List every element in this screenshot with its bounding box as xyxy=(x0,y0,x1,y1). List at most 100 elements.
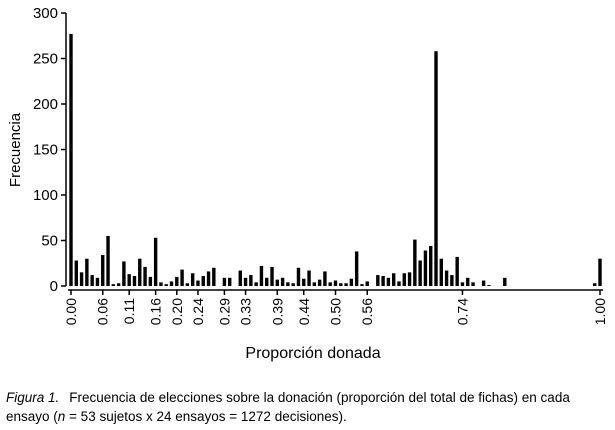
bar xyxy=(228,277,232,286)
bar xyxy=(90,275,94,286)
x-tick-label: 0.00 xyxy=(63,298,79,325)
bar xyxy=(466,277,470,286)
bar xyxy=(212,267,216,286)
bar xyxy=(302,278,306,286)
bar xyxy=(201,275,205,286)
caption-text-part1: Frecuencia de elecciones sobre la donaci… xyxy=(6,390,570,424)
bar xyxy=(259,265,264,286)
x-tick-label: 0.33 xyxy=(238,298,254,325)
figure-caption: Figura 1. Frecuencia de elecciones sobre … xyxy=(6,388,611,426)
bar xyxy=(243,277,248,286)
bar xyxy=(450,275,454,286)
bar xyxy=(249,275,253,286)
bar xyxy=(101,255,105,286)
bar xyxy=(423,250,428,286)
bar xyxy=(360,284,364,286)
caption-n-symbol: n xyxy=(57,409,66,424)
bar xyxy=(169,281,174,286)
bar xyxy=(317,279,322,286)
caption-figure-label: Figura 1. xyxy=(6,390,60,405)
bar xyxy=(323,271,327,286)
bar xyxy=(164,284,168,286)
bar xyxy=(153,237,158,286)
x-axis: 0.00 0.06 0.11 0.16 0.20 0.24 0.29 0.33 0.39 0.44… xyxy=(63,289,608,325)
bar xyxy=(148,276,153,286)
bar xyxy=(413,239,417,286)
bar xyxy=(265,277,269,286)
bar xyxy=(354,251,359,286)
bar xyxy=(116,283,121,286)
x-tick-label: 1.00 xyxy=(592,298,608,325)
bar xyxy=(402,273,406,286)
bar xyxy=(439,258,443,286)
bar xyxy=(275,279,280,286)
bar xyxy=(190,273,195,286)
bar xyxy=(138,258,142,286)
bars-group xyxy=(69,33,602,287)
bar xyxy=(487,285,491,286)
bar xyxy=(286,282,290,286)
bar xyxy=(391,273,396,286)
y-axis: 0 50 100 150 200 250 300 xyxy=(33,5,67,295)
x-tick-label: 0.20 xyxy=(169,298,185,325)
bar xyxy=(79,272,84,286)
bar xyxy=(106,235,110,286)
x-tick-label: 0.29 xyxy=(216,298,232,325)
bar xyxy=(159,282,163,286)
x-tick-label: 0.16 xyxy=(148,298,164,325)
bar xyxy=(296,267,301,286)
bar xyxy=(185,283,190,286)
bar xyxy=(127,274,131,286)
x-tick-label: 0.24 xyxy=(190,298,206,325)
x-tick-label: 0.11 xyxy=(121,298,137,324)
bar xyxy=(471,282,475,286)
bar xyxy=(254,282,258,286)
bar xyxy=(365,281,369,286)
x-tick-label: 0.56 xyxy=(359,298,375,325)
bar xyxy=(196,280,200,286)
bar xyxy=(95,277,100,286)
y-axis-label: Frecuencia xyxy=(7,112,24,187)
bar xyxy=(74,260,78,286)
bar xyxy=(280,277,285,286)
x-tick-label: 0.50 xyxy=(328,298,344,325)
bar xyxy=(386,277,391,286)
bar xyxy=(85,258,89,286)
bar xyxy=(418,260,422,286)
bar xyxy=(312,282,317,286)
x-tick-label: 0.74 xyxy=(454,298,470,325)
bar xyxy=(444,270,449,286)
bar xyxy=(180,269,184,286)
y-tick-label: 100 xyxy=(33,187,58,204)
x-tick-label: 0.44 xyxy=(296,298,312,325)
bar xyxy=(291,283,295,286)
bar xyxy=(270,266,274,286)
bar xyxy=(206,271,211,286)
x-tick-label: 0.06 xyxy=(95,298,111,325)
bar xyxy=(593,283,597,286)
bar xyxy=(376,275,380,286)
y-tick-label: 200 xyxy=(33,96,58,113)
bar xyxy=(307,270,311,286)
histogram-chart: 0 50 100 150 200 250 300 0.00 0.06 0.11 0.16 0.20 0… xyxy=(7,5,608,362)
bar xyxy=(460,282,465,286)
bar xyxy=(222,277,227,286)
y-tick-label: 50 xyxy=(41,233,58,250)
bar xyxy=(122,261,126,286)
bar xyxy=(397,281,401,286)
y-tick-label: 0 xyxy=(50,278,58,295)
bar xyxy=(238,270,242,286)
bar xyxy=(429,245,433,286)
bar xyxy=(111,284,116,286)
bar xyxy=(434,51,438,286)
bar xyxy=(503,277,507,286)
bar xyxy=(339,283,343,286)
bar xyxy=(598,258,602,286)
bar xyxy=(407,272,412,286)
bar xyxy=(381,275,385,286)
y-tick-label: 150 xyxy=(33,142,58,159)
y-tick-label: 250 xyxy=(33,51,58,68)
bar xyxy=(69,33,73,287)
bar xyxy=(175,276,179,286)
y-tick-label: 300 xyxy=(33,5,58,22)
